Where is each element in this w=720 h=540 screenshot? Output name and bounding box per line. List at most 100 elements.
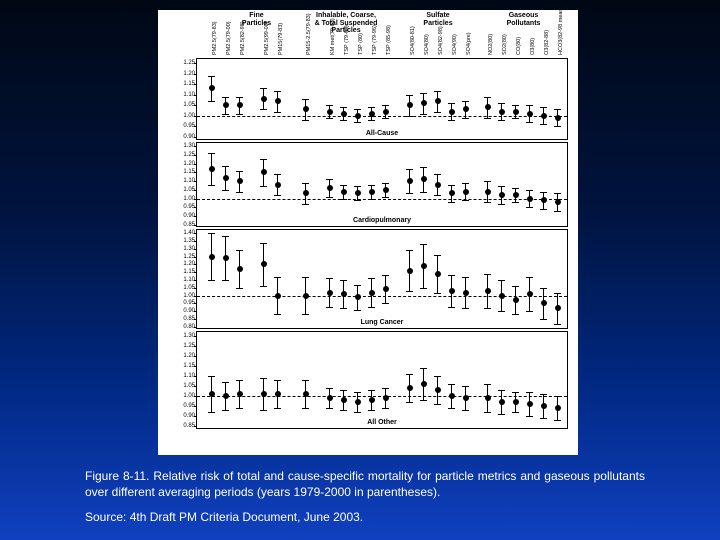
data-point bbox=[487, 230, 488, 330]
point-marker-icon bbox=[407, 385, 413, 391]
point-marker-icon bbox=[237, 391, 243, 397]
y-tick-label: 0.90 bbox=[173, 413, 195, 419]
data-point bbox=[385, 332, 386, 430]
data-point bbox=[543, 143, 544, 228]
point-marker-icon bbox=[499, 293, 505, 299]
data-point bbox=[557, 59, 558, 141]
point-marker-icon bbox=[209, 85, 215, 91]
panel-title: Cardiopulmonary bbox=[197, 217, 567, 224]
data-point bbox=[371, 332, 372, 430]
data-point bbox=[487, 59, 488, 141]
y-tick-label: 1.20 bbox=[173, 161, 195, 167]
reference-line bbox=[197, 116, 567, 117]
panel-title: All-Cause bbox=[197, 130, 567, 137]
point-marker-icon bbox=[435, 98, 441, 104]
data-point bbox=[305, 230, 306, 330]
y-tick-label: 1.05 bbox=[173, 102, 195, 108]
forest-plot-panel: 0.900.951.001.051.101.151.201.25All-Caus… bbox=[196, 58, 568, 140]
point-marker-icon bbox=[435, 271, 441, 277]
data-point bbox=[465, 59, 466, 141]
point-marker-icon bbox=[541, 403, 547, 409]
data-point bbox=[501, 332, 502, 430]
data-point bbox=[385, 59, 386, 141]
y-tick-label: 1.25 bbox=[173, 60, 195, 66]
point-marker-icon bbox=[303, 293, 309, 299]
point-marker-icon bbox=[303, 106, 309, 112]
y-tick-label: 1.30 bbox=[173, 143, 195, 149]
point-marker-icon bbox=[555, 199, 561, 205]
point-marker-icon bbox=[237, 266, 243, 272]
data-point bbox=[357, 59, 358, 141]
data-point bbox=[385, 230, 386, 330]
forest-plot-panel: 0.850.900.951.001.051.101.151.201.251.30… bbox=[196, 331, 568, 429]
x-category-label: PM15(79-83) bbox=[278, 23, 284, 55]
point-marker-icon bbox=[513, 297, 519, 303]
point-marker-icon bbox=[275, 391, 281, 397]
y-tick-label: 0.95 bbox=[173, 204, 195, 210]
point-marker-icon bbox=[499, 192, 505, 198]
point-marker-icon bbox=[261, 96, 267, 102]
point-marker-icon bbox=[223, 102, 229, 108]
data-point bbox=[343, 332, 344, 430]
data-point bbox=[515, 230, 516, 330]
data-point bbox=[211, 143, 212, 228]
point-marker-icon bbox=[555, 305, 561, 311]
point-marker-icon bbox=[209, 166, 215, 172]
point-marker-icon bbox=[449, 109, 455, 115]
point-marker-icon bbox=[421, 263, 427, 269]
point-marker-icon bbox=[341, 111, 347, 117]
data-point bbox=[423, 143, 424, 228]
y-tick-label: 1.25 bbox=[173, 343, 195, 349]
data-point bbox=[263, 230, 264, 330]
x-category-label: PM2.5(79-00) bbox=[226, 21, 232, 55]
data-point bbox=[239, 230, 240, 330]
point-marker-icon bbox=[541, 113, 547, 119]
point-marker-icon bbox=[527, 291, 533, 297]
point-marker-icon bbox=[499, 399, 505, 405]
point-marker-icon bbox=[261, 261, 267, 267]
point-marker-icon bbox=[485, 189, 491, 195]
y-tick-label: 1.35 bbox=[173, 238, 195, 244]
x-category-label: SO4(80-81) bbox=[410, 26, 416, 55]
y-tick-label: 1.25 bbox=[173, 152, 195, 158]
y-tick-label: 0.85 bbox=[173, 423, 195, 429]
data-point bbox=[487, 332, 488, 430]
point-marker-icon bbox=[223, 175, 229, 181]
point-marker-icon bbox=[383, 109, 389, 115]
data-point bbox=[277, 143, 278, 228]
x-category-label: O3(80) bbox=[530, 38, 536, 55]
data-point bbox=[437, 59, 438, 141]
data-point bbox=[529, 143, 530, 228]
data-point bbox=[529, 59, 530, 141]
point-marker-icon bbox=[513, 399, 519, 405]
data-point bbox=[501, 143, 502, 228]
data-point bbox=[423, 230, 424, 330]
x-category-label: SO4(80) bbox=[424, 34, 430, 55]
y-tick-label: 1.10 bbox=[173, 178, 195, 184]
data-point bbox=[385, 143, 386, 228]
point-marker-icon bbox=[369, 111, 375, 117]
point-marker-icon bbox=[541, 197, 547, 203]
data-point bbox=[529, 332, 530, 430]
point-marker-icon bbox=[369, 397, 375, 403]
point-marker-icon bbox=[369, 290, 375, 296]
reference-line bbox=[197, 199, 567, 200]
y-tick-label: 1.05 bbox=[173, 285, 195, 291]
data-point bbox=[371, 143, 372, 228]
y-tick-label: 1.05 bbox=[173, 383, 195, 389]
y-tick-label: 1.20 bbox=[173, 261, 195, 267]
y-tick-label: 0.85 bbox=[173, 222, 195, 228]
point-marker-icon bbox=[463, 189, 469, 195]
data-point bbox=[501, 230, 502, 330]
y-tick-label: 1.25 bbox=[173, 254, 195, 260]
data-point bbox=[465, 332, 466, 430]
data-point bbox=[263, 143, 264, 228]
point-marker-icon bbox=[407, 178, 413, 184]
data-point bbox=[423, 59, 424, 141]
panel-title: Lung Cancer bbox=[197, 319, 567, 326]
panel-title: All Other bbox=[197, 419, 567, 426]
x-category-label: SO4(82-98) bbox=[438, 26, 444, 55]
x-category-label: TSP (79-83) bbox=[344, 25, 350, 55]
data-point bbox=[329, 143, 330, 228]
data-point bbox=[305, 59, 306, 141]
